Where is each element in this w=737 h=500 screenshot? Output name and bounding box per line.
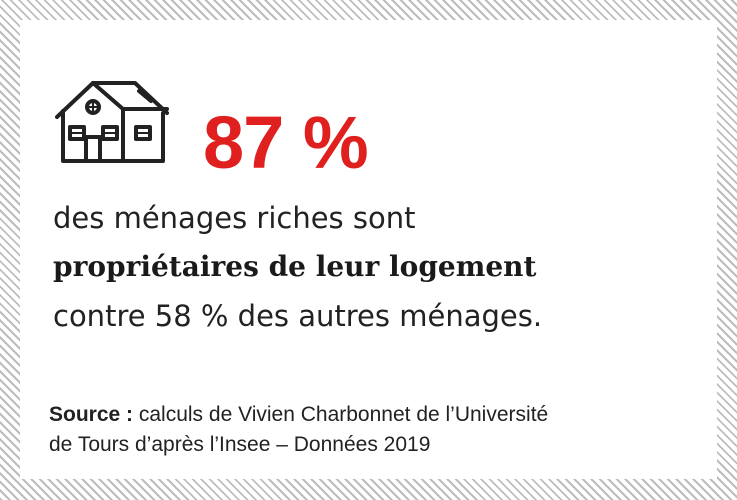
infographic-card: 87 % des ménages riches sont propriétair… xyxy=(20,20,717,479)
source-text-1: calculs de Vivien Charbonnet de l’Univer… xyxy=(133,403,549,426)
source-text-2: de Tours d’après l’Insee – Données 2019 xyxy=(49,433,431,456)
body-line-2-bold: propriétaires de leur logement xyxy=(53,250,537,283)
body-line-1: des ménages riches sont xyxy=(53,201,416,235)
headline-percentage: 87 % xyxy=(203,101,369,184)
source-note: Source : calculs de Vivien Charbonnet de… xyxy=(49,400,689,460)
house-icon xyxy=(55,81,169,163)
source-label: Source : xyxy=(49,403,134,426)
body-line-3: contre 58 % des autres ménages. xyxy=(53,299,543,333)
